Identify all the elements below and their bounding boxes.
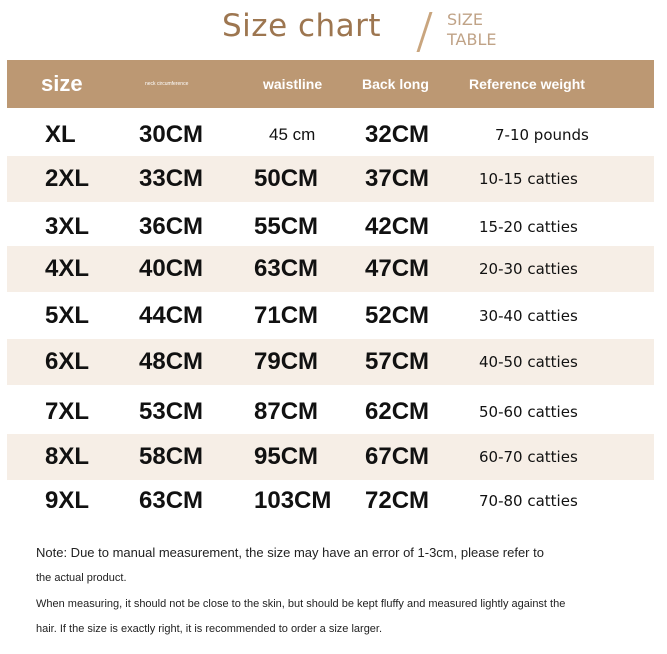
weight-cell: 70-80 catties: [479, 492, 578, 510]
waist-cell: 71CM: [254, 302, 319, 329]
weight-cell: 7-10 pounds: [495, 126, 589, 144]
waist-cell: 95CM: [254, 443, 319, 470]
table-row: 8XL 58CM 95CM 67CM 60-70 catties: [7, 434, 654, 480]
size-cell: 2XL: [45, 165, 90, 192]
back-cell: 67CM: [365, 443, 430, 470]
note-line: When measuring, it should not be close t…: [36, 598, 566, 610]
neck-cell: 36CM: [139, 213, 204, 240]
weight-cell: 20-30 catties: [479, 260, 578, 278]
divider-slash: [416, 12, 433, 52]
note-line: hair. If the size is exactly right, it i…: [36, 623, 383, 635]
page-title: Size chart: [222, 8, 382, 44]
note-line: Note: Due to manual measurement, the siz…: [36, 545, 544, 560]
waist-cell: 63CM: [254, 255, 319, 282]
size-cell: 8XL: [45, 443, 90, 470]
back-cell: 42CM: [365, 213, 430, 240]
subtitle-line: SIZE: [447, 10, 483, 29]
weight-cell: 60-70 catties: [479, 448, 578, 466]
table-row: 6XL 48CM 79CM 57CM 40-50 catties: [7, 339, 654, 385]
table-row: 2XL 33CM 50CM 37CM 10-15 catties: [7, 156, 654, 202]
subtitle-line: TABLE: [447, 30, 497, 49]
weight-cell: 15-20 catties: [479, 218, 578, 236]
waist-cell: 55CM: [254, 213, 319, 240]
waist-cell: 103CM: [254, 487, 332, 514]
header-waistline: waistline: [263, 76, 323, 92]
back-cell: 32CM: [365, 121, 430, 148]
neck-cell: 48CM: [139, 348, 204, 375]
weight-cell: 40-50 catties: [479, 353, 578, 371]
back-cell: 52CM: [365, 302, 430, 329]
size-cell: 3XL: [45, 213, 90, 240]
weight-cell: 30-40 catties: [479, 307, 578, 325]
waist-cell: 87CM: [254, 398, 319, 425]
waist-cell: 50CM: [254, 165, 319, 192]
size-cell: 7XL: [45, 398, 90, 425]
neck-cell: 40CM: [139, 255, 204, 282]
table-row: 3XL 36CM 55CM 42CM 15-20 catties: [7, 204, 654, 250]
table-row: 9XL 63CM 103CM 72CM 70-80 catties: [7, 478, 654, 524]
header-back-long: Back long: [362, 76, 429, 92]
header-neck: neck circumference: [145, 81, 189, 87]
weight-cell: 50-60 catties: [479, 403, 578, 421]
back-cell: 37CM: [365, 165, 430, 192]
waist-cell: 79CM: [254, 348, 319, 375]
size-cell: 6XL: [45, 348, 90, 375]
size-cell: 5XL: [45, 302, 90, 329]
neck-cell: 53CM: [139, 398, 204, 425]
weight-cell: 10-15 catties: [479, 170, 578, 188]
table-row: 5XL 44CM 71CM 52CM 30-40 catties: [7, 293, 654, 339]
neck-cell: 63CM: [139, 487, 204, 514]
header-weight: Reference weight: [469, 76, 585, 92]
note-line: the actual product.: [36, 572, 127, 584]
back-cell: 62CM: [365, 398, 430, 425]
neck-cell: 33CM: [139, 165, 204, 192]
back-cell: 72CM: [365, 487, 430, 514]
neck-cell: 30CM: [139, 121, 204, 148]
subtitle: SIZE TABLE: [447, 10, 496, 50]
size-cell: XL: [45, 121, 76, 148]
table-row: 7XL 53CM 87CM 62CM 50-60 catties: [7, 389, 654, 435]
table-row: XL 30CM 45 cm 32CM 7-10 pounds: [7, 112, 654, 158]
waist-cell: 45 cm: [269, 125, 316, 144]
neck-cell: 44CM: [139, 302, 204, 329]
header-size: size: [41, 71, 83, 96]
back-cell: 47CM: [365, 255, 430, 282]
table-row: 4XL 40CM 63CM 47CM 20-30 catties: [7, 246, 654, 292]
neck-cell: 58CM: [139, 443, 204, 470]
size-cell: 4XL: [45, 255, 90, 282]
table-header: size neck circumference waistline Back l…: [7, 60, 654, 108]
back-cell: 57CM: [365, 348, 430, 375]
size-cell: 9XL: [45, 487, 90, 514]
